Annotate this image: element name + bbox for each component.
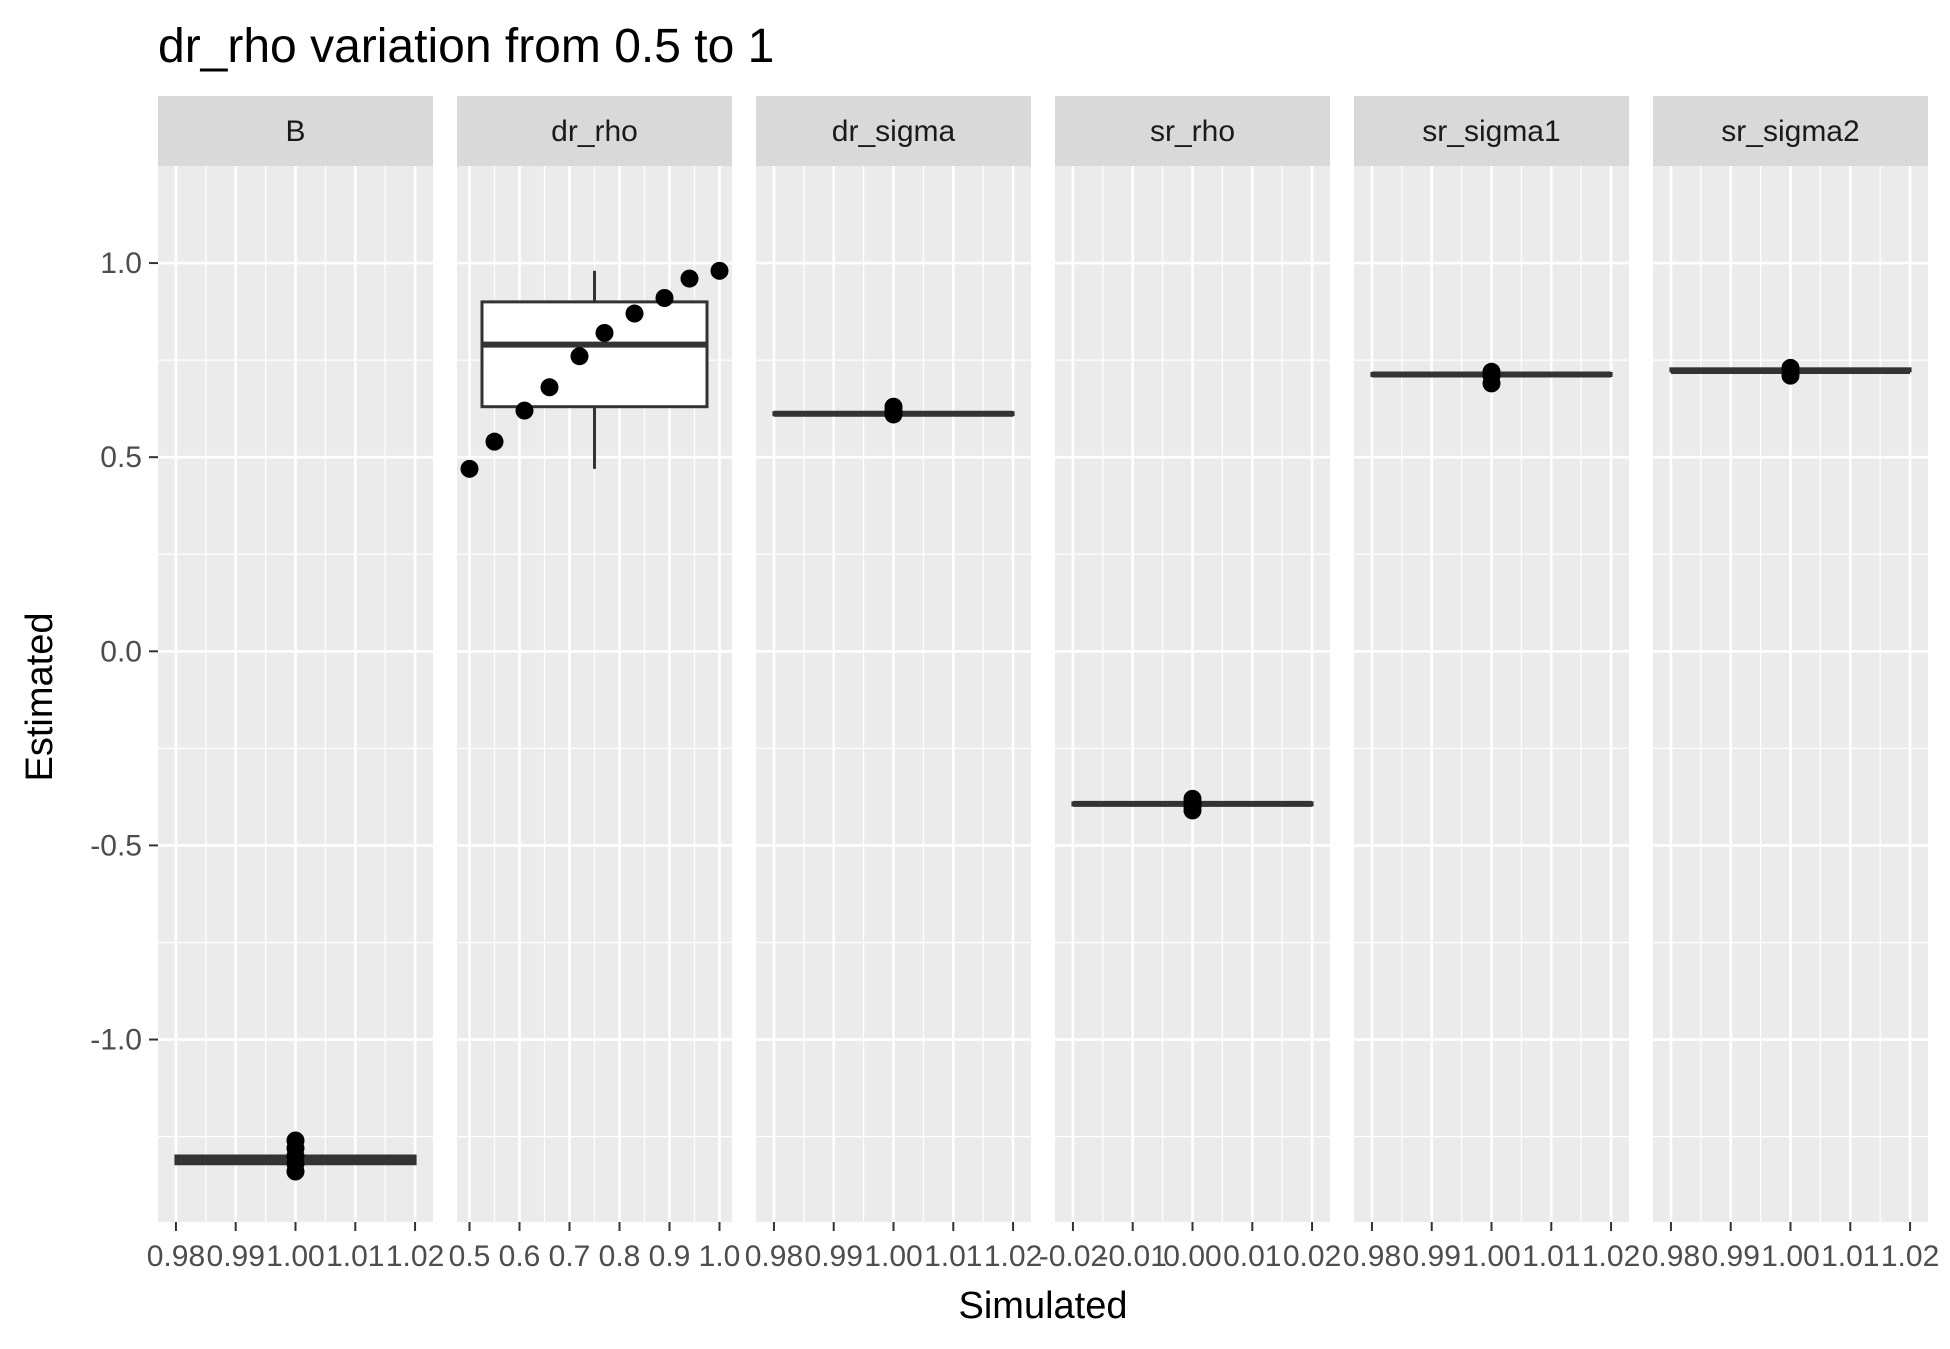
y-tick-label: -0.5 <box>90 829 142 862</box>
x-tick-label: 0.98 <box>745 1240 803 1273</box>
data-point <box>515 401 534 420</box>
data-point <box>710 261 729 280</box>
x-tick-label: 0.8 <box>599 1240 641 1273</box>
x-tick-label: 1.00 <box>864 1240 922 1273</box>
x-tick-label: 1.00 <box>1761 1240 1819 1273</box>
x-tick-label: 1.02 <box>1881 1240 1939 1273</box>
strip-label: B <box>285 115 305 148</box>
x-tick-label: 1.02 <box>386 1240 444 1273</box>
facet-panel-sr_sigma1: sr_sigma1 0.98 0.99 1.00 1.01 1.02 <box>1343 96 1640 1273</box>
facet-panel-sr_rho: sr_rho -0.02-0.010.00 0.01 0.02 <box>1039 96 1341 1273</box>
data-point <box>1781 366 1800 385</box>
strip-label: sr_sigma1 <box>1422 115 1560 148</box>
x-tick-label: 0.98 <box>1343 1240 1401 1273</box>
data-point <box>625 304 644 323</box>
data-point <box>570 347 589 366</box>
x-tick-label: 1.02 <box>984 1240 1042 1273</box>
strip-background <box>1354 96 1629 166</box>
x-tick-label: 0.99 <box>207 1240 265 1273</box>
y-axis: 1.0 0.5 0.0 -0.5 -1.0 <box>90 247 158 1057</box>
x-tick-label: -0.02 <box>1039 1240 1107 1273</box>
y-axis-title: Estimated <box>19 613 61 782</box>
data-point <box>655 289 674 307</box>
x-tick-label: 1.01 <box>924 1240 982 1273</box>
x-tick-label: 1.00 <box>1462 1240 1520 1273</box>
strip-background <box>158 96 433 166</box>
x-tick-label: 0.99 <box>1403 1240 1461 1273</box>
x-tick-label: 0.9 <box>649 1240 691 1273</box>
strip-background <box>1055 96 1330 166</box>
strip-background <box>756 96 1031 166</box>
strip-label: dr_sigma <box>832 115 956 148</box>
facet-panel-dr_rho: dr_rho 0.5 0.6 0.7 0.8 0.9 1.0 <box>449 96 741 1273</box>
data-point <box>485 432 504 451</box>
x-tick-label: 0.5 <box>449 1240 491 1273</box>
x-tick-label: 1.0 <box>699 1240 741 1273</box>
strip-label: dr_rho <box>551 115 638 148</box>
data-point <box>884 405 903 424</box>
box-body <box>480 300 709 409</box>
x-tick-label: 0.6 <box>499 1240 541 1273</box>
data-point <box>460 459 479 478</box>
facet-panel-sr_sigma2: sr_sigma2 0.98 0.99 1.00 1.01 1.02 <box>1642 96 1939 1273</box>
x-tick-label: 0.99 <box>805 1240 863 1273</box>
x-tick-label: 0.7 <box>549 1240 591 1273</box>
x-tick-label: 1.02 <box>1582 1240 1640 1273</box>
facet-panel-B: B 0.98 0.99 1.00 1.01 1.02 <box>147 96 444 1273</box>
data-point <box>1183 801 1202 820</box>
chart-title: dr_rho variation from 0.5 to 1 <box>158 20 774 73</box>
y-tick-label: 0.0 <box>100 635 142 668</box>
x-tick-label: 0.98 <box>1642 1240 1700 1273</box>
x-tick-label: 1.01 <box>326 1240 384 1273</box>
x-tick-label: 0.99 <box>1702 1240 1760 1273</box>
x-tick-label: 1.00 <box>266 1240 324 1273</box>
x-tick-label: 1.01 <box>1522 1240 1580 1273</box>
x-tick-label: 0.98 <box>147 1240 205 1273</box>
x-tick-label: 0.00 <box>1163 1240 1221 1273</box>
data-point <box>286 1162 305 1181</box>
x-axis-title: Simulated <box>959 1285 1128 1327</box>
strip-label: sr_rho <box>1150 115 1235 148</box>
x-tick-label: 0.02 <box>1283 1240 1341 1273</box>
x-tick-label: 0.01 <box>1223 1240 1281 1273</box>
data-point <box>540 378 559 397</box>
y-tick-label: 1.0 <box>100 247 142 280</box>
x-tick-label: 1.01 <box>1821 1240 1879 1273</box>
facet-panel-dr_sigma: dr_sigma 0.98 0.99 1.00 1.01 1.02 <box>745 96 1042 1273</box>
data-point <box>1482 374 1501 393</box>
data-point <box>680 269 699 288</box>
strip-background <box>457 96 732 166</box>
strip-label: sr_sigma2 <box>1721 115 1859 148</box>
strip-background <box>1653 96 1928 166</box>
data-point <box>595 323 614 342</box>
y-tick-label: 0.5 <box>100 441 142 474</box>
x-tick-label: -0.01 <box>1099 1240 1167 1273</box>
y-tick-label: -1.0 <box>90 1024 142 1057</box>
